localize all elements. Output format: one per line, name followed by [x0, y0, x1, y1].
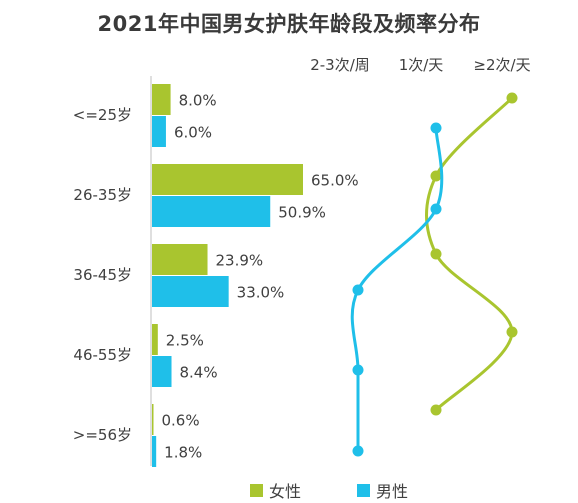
- bar-female: [152, 164, 303, 195]
- legend: 女性 男性: [250, 478, 408, 502]
- point-female: [430, 170, 442, 182]
- bar-male: [152, 116, 166, 147]
- data-label: 23.9%: [216, 252, 264, 270]
- data-label: 2.5%: [166, 332, 204, 350]
- category-label: 46-55岁: [73, 346, 132, 364]
- line-male: [350, 127, 444, 451]
- data-label: 6.0%: [174, 124, 212, 142]
- category-label: 26-35岁: [73, 186, 132, 204]
- category-label: 36-45岁: [73, 266, 132, 284]
- point-male: [430, 203, 442, 215]
- data-label: 50.9%: [278, 204, 326, 222]
- legend-item-female: 女性: [250, 478, 301, 502]
- category-label: >=56岁: [73, 426, 132, 444]
- bar-male: [152, 196, 271, 227]
- point-female: [430, 404, 442, 416]
- bar-female: [152, 404, 154, 435]
- point-female: [506, 326, 518, 338]
- data-label: 8.4%: [180, 364, 218, 382]
- point-male: [430, 122, 442, 134]
- point-male: [352, 284, 364, 296]
- legend-label-female: 女性: [269, 482, 302, 501]
- bar-male: [152, 276, 229, 307]
- data-label: 65.0%: [311, 172, 359, 190]
- category-label: <=25岁: [73, 106, 132, 124]
- legend-item-male: 男性: [357, 478, 408, 502]
- point-male: [352, 445, 364, 457]
- legend-swatch-female: [250, 483, 263, 497]
- frequency-header: 1次/天: [399, 56, 444, 74]
- bar-female: [152, 84, 171, 115]
- frequency-header: 2-3次/周: [310, 56, 370, 74]
- bar-female: [152, 324, 158, 355]
- bar-male: [152, 436, 157, 467]
- chart-title: 2021年中国男女护肤年龄段及频率分布: [97, 12, 481, 36]
- data-label: 1.8%: [164, 444, 202, 462]
- data-label: 0.6%: [162, 412, 200, 430]
- legend-label-male: 男性: [376, 482, 409, 501]
- data-label: 8.0%: [179, 92, 217, 110]
- point-male: [352, 364, 364, 376]
- legend-swatch-male: [357, 483, 371, 497]
- point-female: [506, 92, 518, 104]
- frequency-header: ≥2次/天: [473, 56, 530, 74]
- bar-male: [152, 356, 172, 387]
- data-label: 33.0%: [237, 284, 285, 302]
- bar-female: [152, 244, 208, 275]
- point-female: [430, 248, 442, 260]
